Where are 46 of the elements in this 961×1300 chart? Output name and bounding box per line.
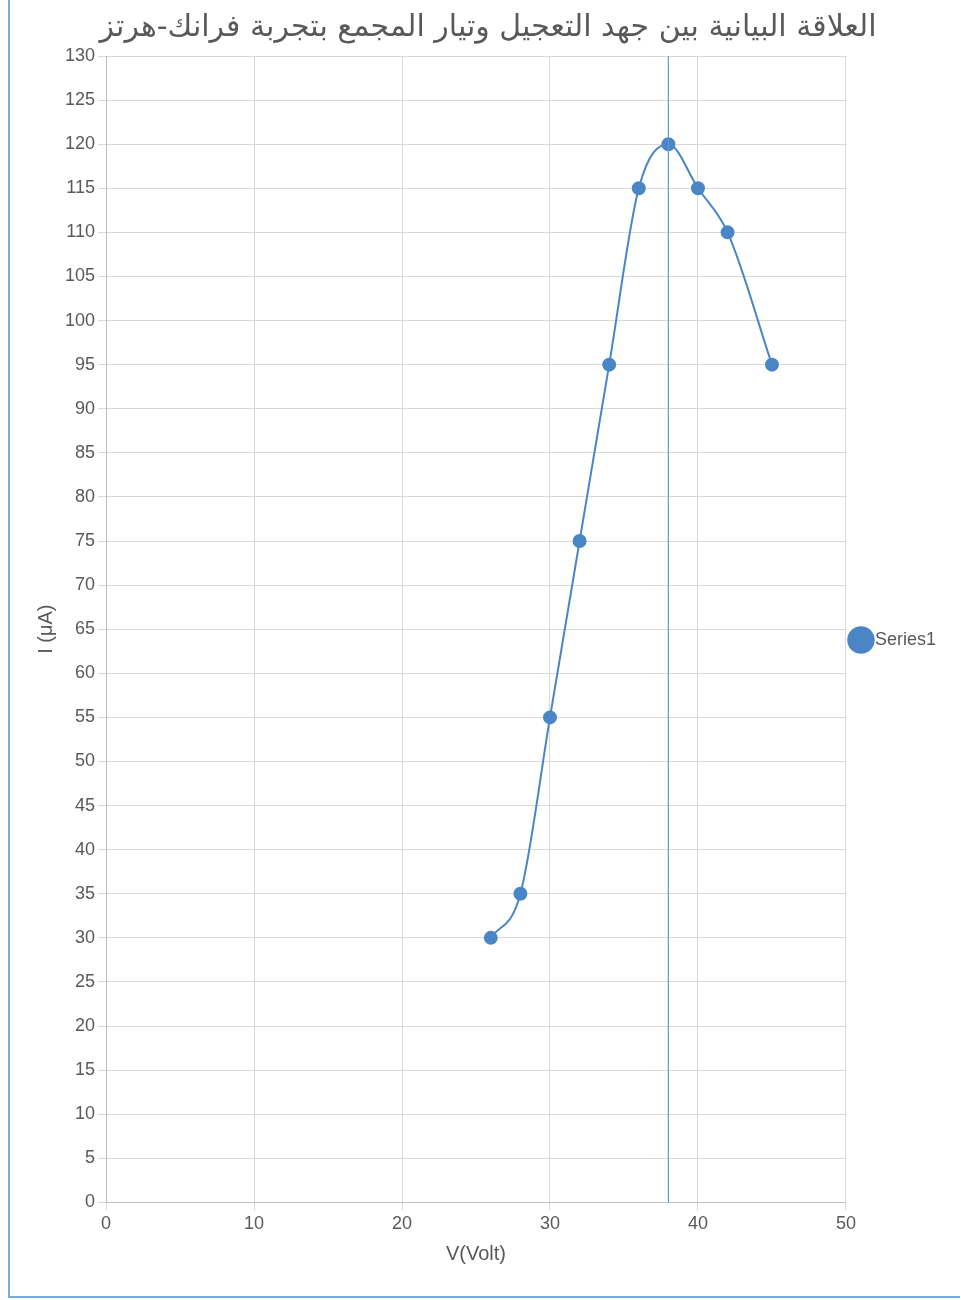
point [483, 930, 498, 945]
y-tick-label: 60 [75, 662, 96, 683]
point [513, 886, 528, 901]
y-tick-label: 20 [75, 1015, 96, 1035]
point [690, 181, 705, 196]
x-tick-label: 30 [539, 1213, 561, 1234]
y-tick-label: 10 [75, 1103, 96, 1124]
y-tick-label: 40 [75, 838, 96, 859]
point [572, 534, 587, 549]
y-tick-label: 110 [66, 221, 96, 242]
y-tick-label: 50 [75, 750, 96, 771]
y-tick-label: 85 [75, 441, 96, 462]
point [631, 181, 646, 196]
y-tick-label: 55 [75, 706, 96, 727]
y-tick-label: 5 [85, 1147, 96, 1168]
y-axis-title: I (μA) [33, 604, 56, 654]
y-tick-label: 80 [75, 485, 96, 506]
y-tick-label: 90 [75, 397, 96, 418]
y-tick-label: 115 [66, 177, 96, 198]
x-tick-label: 10 [244, 1213, 265, 1234]
y-tick-label: 30 [75, 926, 96, 947]
y-tick-label: 120 [64, 133, 96, 154]
y-tick-label: 70 [75, 574, 96, 595]
y-tick-label: 105 [64, 265, 96, 286]
y-tick-label: 35 [75, 882, 96, 903]
y-tick-label: 45 [75, 794, 96, 815]
x-tick-label: 20 [391, 1213, 413, 1234]
point [542, 710, 557, 725]
y-tick-label: 75 [75, 529, 96, 550]
y-tick-label: 15 [75, 1059, 96, 1080]
y-tick-label: 125 [64, 89, 96, 110]
x-axis-title: V(Volt) [445, 1241, 507, 1264]
chart-title: العلاقة البيانية بين جهد التعجيل وتيار المجمع بتجربة فرانك-هرتز [97, 7, 877, 44]
point [764, 357, 779, 372]
y-tick-label: 0 [85, 1191, 96, 1212]
x-tick-label: 50 [835, 1213, 856, 1234]
point [602, 357, 617, 372]
x-tick-label: 0 [101, 1213, 112, 1234]
y-tick-label: 130 [64, 44, 96, 65]
y-tick-label: 65 [75, 618, 96, 639]
x-tick-label: 40 [687, 1213, 708, 1234]
point [720, 225, 735, 240]
y-tick-label: 95 [75, 353, 96, 374]
y-tick-label: 25 [75, 970, 96, 991]
legend-label: Series1 [874, 628, 936, 649]
y-tick-label: 100 [64, 309, 96, 330]
